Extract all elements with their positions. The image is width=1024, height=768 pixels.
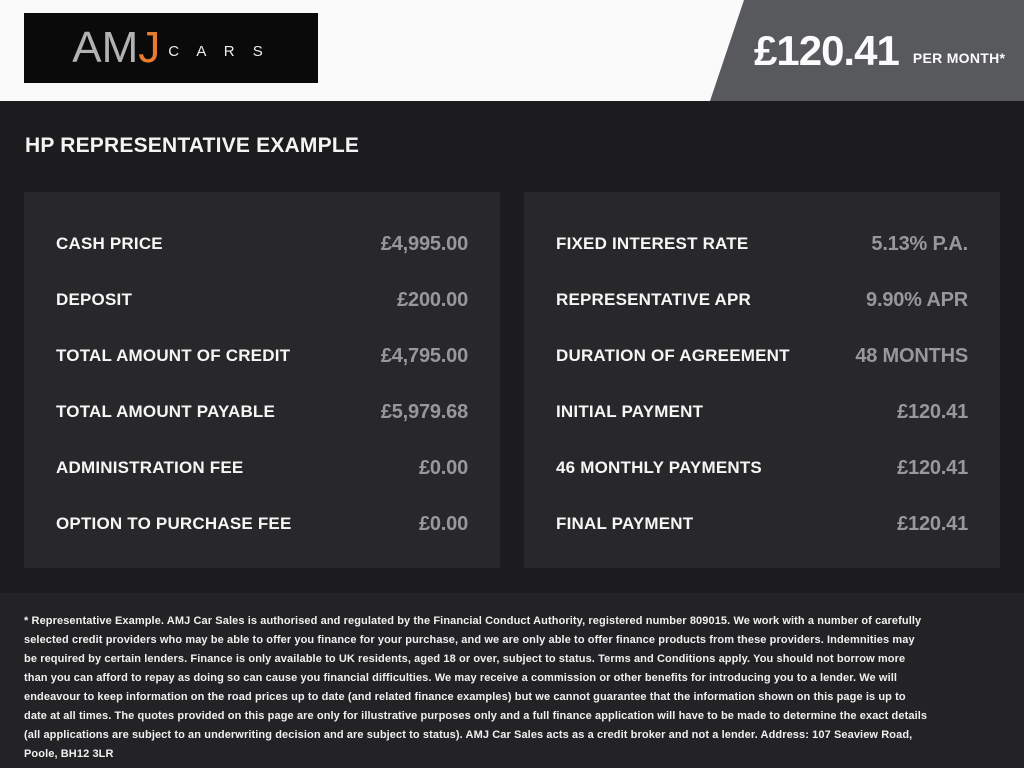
finance-label: FINAL PAYMENT [556,514,694,533]
finance-value: 9.90% APR [866,288,968,311]
finance-example-section: HP REPRESENTATIVE EXAMPLE CASH PRICE £4,… [0,101,1024,593]
finance-row-duration: DURATION OF AGREEMENT 48 MONTHS [556,328,968,384]
finance-row-total-payable: TOTAL AMOUNT PAYABLE £5,979.68 [56,384,468,440]
finance-panel-left: CASH PRICE £4,995.00 DEPOSIT £200.00 TOT… [24,192,500,568]
finance-value: £5,979.68 [380,400,468,423]
finance-panel-right: FIXED INTEREST RATE 5.13% P.A. REPRESENT… [524,192,1000,568]
finance-row-monthly-payments: 46 MONTHLY PAYMENTS £120.41 [556,440,968,496]
finance-value: £0.00 [418,512,468,535]
finance-row-interest-rate: FIXED INTEREST RATE 5.13% P.A. [556,216,968,272]
page-title: HP REPRESENTATIVE EXAMPLE [25,134,360,157]
monthly-price-banner: £120.41 PER MONTH* [710,0,1024,101]
finance-value: £120.41 [897,512,968,535]
monthly-price-amount: £120.41 [754,26,900,74]
finance-value: £4,795.00 [380,344,468,367]
finance-row-total-credit: TOTAL AMOUNT OF CREDIT £4,795.00 [56,328,468,384]
finance-label: 46 MONTHLY PAYMENTS [556,458,762,477]
finance-value: 48 MONTHS [855,344,968,367]
disclaimer-footer: * Representative Example. AMJ Car Sales … [0,593,1024,768]
finance-row-final-payment: FINAL PAYMENT £120.41 [556,496,968,552]
finance-label: INITIAL PAYMENT [556,402,704,421]
finance-label: REPRESENTATIVE APR [556,290,752,309]
finance-value: £200.00 [397,288,468,311]
finance-value: 5.13% P.A. [871,232,968,255]
finance-row-cash-price: CASH PRICE £4,995.00 [56,216,468,272]
logo-cars-text: C A R S [168,42,270,60]
finance-row-initial-payment: INITIAL PAYMENT £120.41 [556,384,968,440]
finance-value: £0.00 [418,456,468,479]
finance-label: TOTAL AMOUNT OF CREDIT [56,346,291,365]
finance-label: OPTION TO PURCHASE FEE [56,514,292,533]
logo-j: J [138,23,161,72]
amj-cars-logo[interactable]: AMJ C A R S [24,13,318,83]
finance-label: CASH PRICE [56,234,163,253]
site-header: AMJ C A R S £120.41 PER MONTH* [0,0,1024,101]
finance-label: TOTAL AMOUNT PAYABLE [56,402,276,421]
finance-row-admin-fee: ADMINISTRATION FEE £0.00 [56,440,468,496]
disclaimer-text: * Representative Example. AMJ Car Sales … [24,615,928,760]
finance-value: £4,995.00 [380,232,468,255]
finance-label: ADMINISTRATION FEE [56,458,244,477]
finance-row-option-fee: OPTION TO PURCHASE FEE £0.00 [56,496,468,552]
finance-label: DEPOSIT [56,290,133,309]
finance-value: £120.41 [897,456,968,479]
logo-am: AM [72,23,139,72]
finance-label: FIXED INTEREST RATE [556,234,749,253]
finance-label: DURATION OF AGREEMENT [556,346,790,365]
finance-value: £120.41 [897,400,968,423]
finance-row-apr: REPRESENTATIVE APR 9.90% APR [556,272,968,328]
finance-row-deposit: DEPOSIT £200.00 [56,272,468,328]
monthly-price-period: PER MONTH* [912,49,1006,66]
logo-amj-text: AMJ [72,26,160,70]
